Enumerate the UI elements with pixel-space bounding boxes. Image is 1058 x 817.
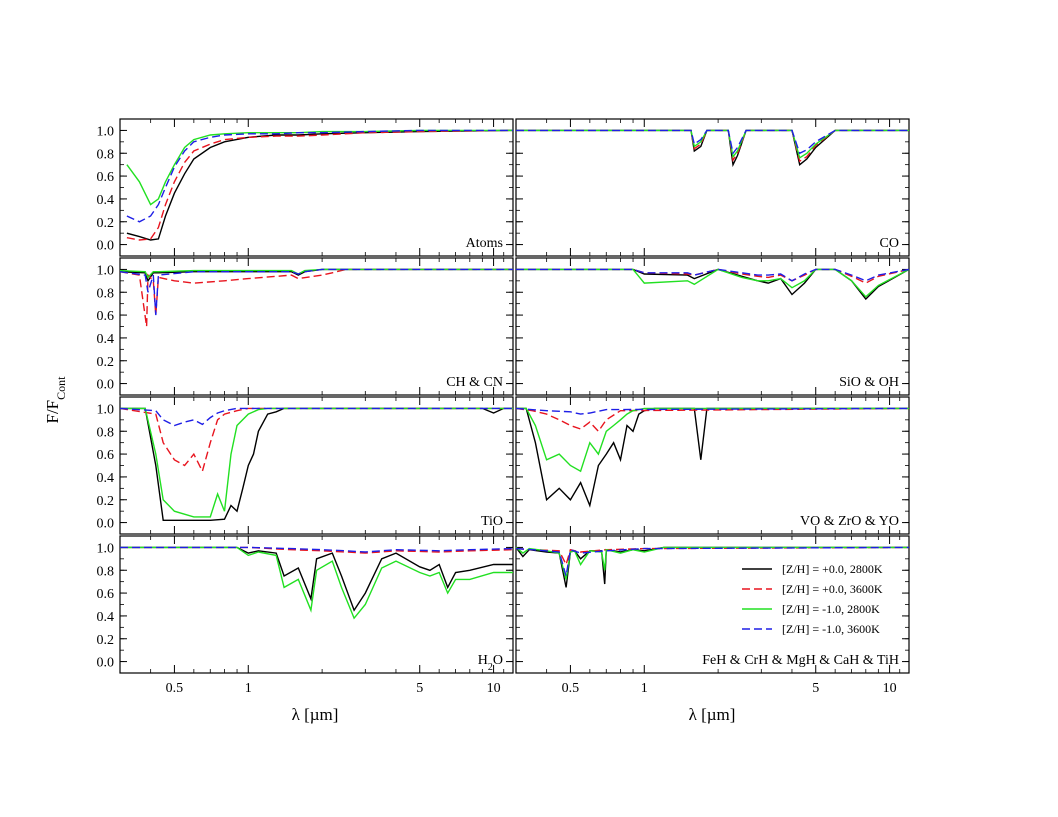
series-line-1 <box>120 546 513 612</box>
series-line-2 <box>120 546 514 554</box>
legend-label-2: [Z/H] = +0.0, 3600K <box>782 582 883 596</box>
y-tick-label: 0.4 <box>97 471 115 486</box>
y-tick-label: 1.0 <box>97 263 115 278</box>
x-tick-label: 5 <box>812 681 819 696</box>
legend-label-3: [Z/H] = -1.0, 2800K <box>782 602 880 616</box>
panel-1: 0.0 0.2 0.4 0.6 0.8 1.0 Atoms <box>97 118 514 257</box>
panel-label: CO <box>880 236 899 251</box>
series-line-1 <box>126 129 514 241</box>
y-tick-label: 0.6 <box>97 309 115 324</box>
y-tick-label: 1.0 <box>97 541 115 556</box>
panel-frame <box>119 396 514 535</box>
panel-6: VO & ZrO & YO <box>515 396 910 535</box>
series-line-4 <box>516 129 909 155</box>
panel-frame <box>515 118 910 257</box>
series-line-3 <box>120 407 513 518</box>
y-tick-label: 0.0 <box>97 517 115 532</box>
series-line-1 <box>120 407 513 521</box>
series-line-2 <box>515 407 910 433</box>
series-line-3 <box>516 268 910 298</box>
y-tick-label: 1.0 <box>97 124 115 139</box>
series-line-4 <box>515 546 910 577</box>
x-tick-label: 10 <box>487 681 501 696</box>
panel-label: CH & CN <box>446 375 503 390</box>
panel-2: CO <box>515 118 910 257</box>
y-axis-label-main: F/F <box>43 400 62 424</box>
x-axis-label-left: λ [µm] <box>292 705 339 724</box>
x-tick-label: 5 <box>416 681 423 696</box>
y-tick-label: 0.0 <box>97 378 115 393</box>
series-line-4 <box>126 129 513 223</box>
y-tick-label: 0.4 <box>97 193 115 208</box>
y-tick-label: 0.0 <box>97 239 115 254</box>
panel-label: FeH & CrH & MgH & CaH & TiH <box>702 653 899 668</box>
panel-4: SiO & OH <box>515 257 910 396</box>
y-tick-label: 0.4 <box>97 610 115 625</box>
series-line-4 <box>119 268 513 316</box>
y-tick-label: 0.2 <box>97 633 115 648</box>
series-line-2 <box>516 129 909 163</box>
series-line-1 <box>516 407 909 508</box>
series-line-3 <box>119 268 513 279</box>
panel-label: TiO <box>481 514 503 529</box>
panel-label: Atoms <box>466 236 503 251</box>
series-line-3 <box>120 546 513 620</box>
y-tick-label: 0.8 <box>97 425 115 440</box>
series-line-3 <box>126 129 513 206</box>
y-axis-label: F/FCont <box>43 376 68 424</box>
legend: [Z/H] = +0.0, 2800K [Z/H] = +0.0, 3600K [Z… <box>742 562 883 636</box>
y-tick-label: 0.2 <box>97 494 115 509</box>
y-tick-label: 0.4 <box>97 332 115 347</box>
y-tick-label: 0.2 <box>97 355 115 370</box>
x-tick-label: 0.5 <box>166 681 184 696</box>
series-line-1 <box>516 129 909 168</box>
x-tick-label: 1 <box>245 681 252 696</box>
series-line-4 <box>515 407 910 415</box>
y-tick-label: 0.6 <box>97 170 115 185</box>
series-line-2 <box>119 407 513 474</box>
y-tick-label: 0.6 <box>97 587 115 602</box>
legend-label-1: [Z/H] = +0.0, 2800K <box>782 562 883 576</box>
y-tick-label: 0.2 <box>97 216 115 231</box>
series-line-3 <box>516 407 909 473</box>
y-tick-label: 1.0 <box>97 402 115 417</box>
x-tick-label: 1 <box>641 681 648 696</box>
y-tick-label: 0.8 <box>97 564 115 579</box>
series-line-2 <box>119 268 513 327</box>
y-tick-label: 0.6 <box>97 448 115 463</box>
panel-frame <box>119 118 514 257</box>
y-tick-label: 0.8 <box>97 286 115 301</box>
series-line-4 <box>119 407 513 427</box>
panel-5: 0.0 0.2 0.4 0.6 0.8 1.0 TiO <box>97 396 514 535</box>
y-axis-label-subscript: Cont <box>54 376 68 400</box>
panel-3: 0.0 0.2 0.4 0.6 0.8 1.0 CH & CN <box>97 257 514 396</box>
series-line-4 <box>120 546 514 553</box>
y-tick-label: 0.8 <box>97 147 115 162</box>
y-tick-label: 0.0 <box>97 656 115 671</box>
x-tick-label: 0.5 <box>562 681 580 696</box>
panel-frame <box>119 535 514 674</box>
panel-7: 0.0 0.2 0.4 0.6 0.8 1.0 0.5 1 5 10 H2O <box>97 535 514 696</box>
x-axis-label-right: λ [µm] <box>689 705 736 724</box>
series-line-2 <box>126 129 514 241</box>
panel-label: VO & ZrO & YO <box>800 514 899 529</box>
legend-label-4: [Z/H] = -1.0, 3600K <box>782 622 880 636</box>
x-tick-label: 10 <box>883 681 897 696</box>
panel-grid: 0.0 0.2 0.4 0.6 0.8 1.0 Atoms CO 0.0 0.2 0.4 0.6 0.8… <box>97 118 910 696</box>
panel-label: H2O <box>478 653 503 673</box>
series-line-3 <box>516 129 909 159</box>
panel-label: SiO & OH <box>839 375 899 390</box>
panel-8: 0.5 1 5 10 FeH & CrH & MgH & CaH & TiH <box>515 535 910 696</box>
